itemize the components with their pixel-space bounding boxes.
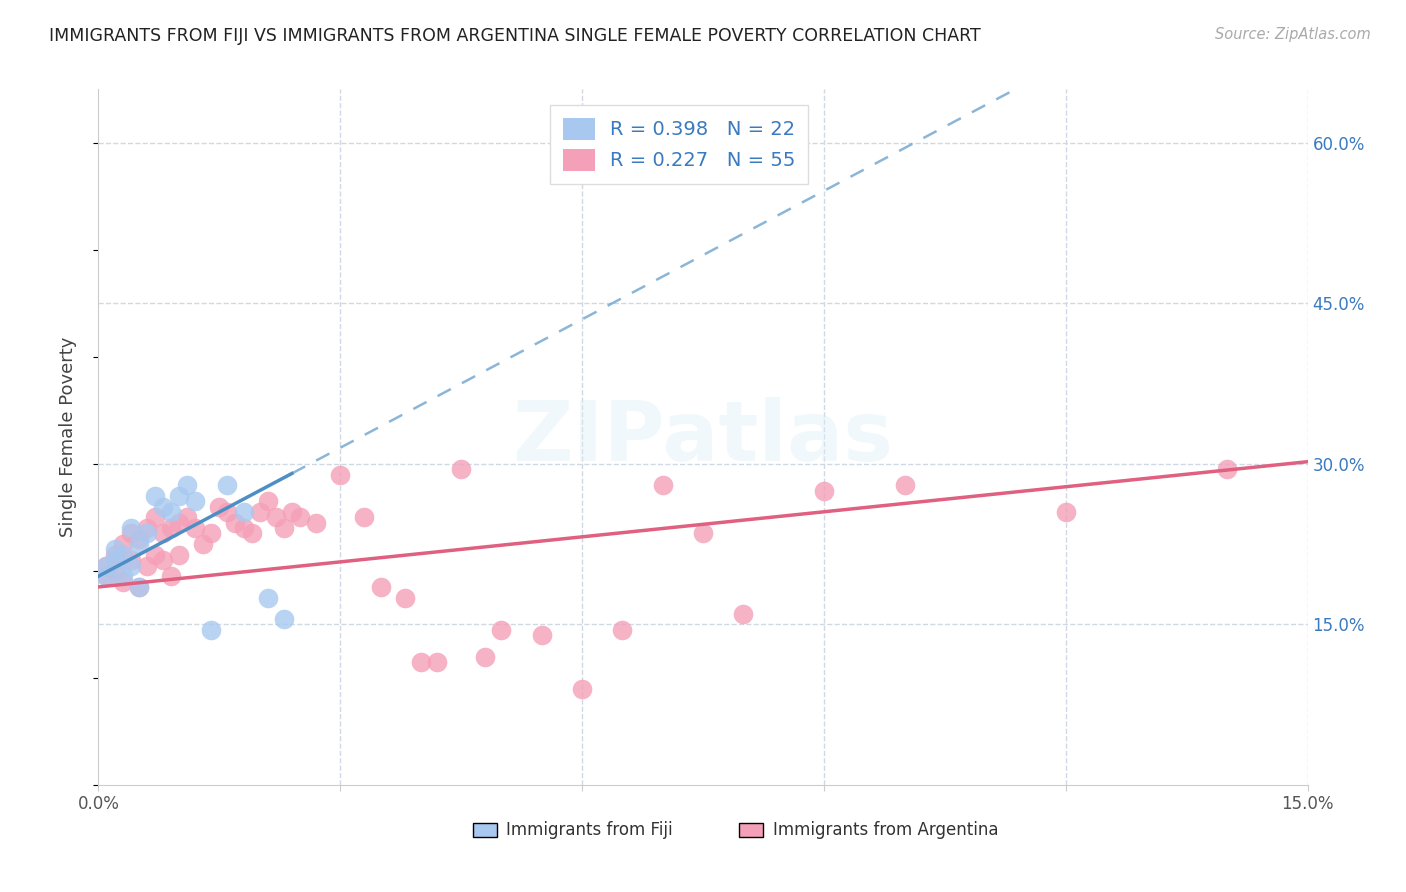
Point — [160, 569, 183, 583]
Point — [813, 483, 835, 498]
Point — [96, 558, 118, 573]
Point — [305, 516, 328, 530]
Point — [128, 580, 150, 594]
Point — [143, 489, 166, 503]
Point — [111, 569, 134, 583]
Point — [128, 580, 150, 594]
Point — [160, 505, 183, 519]
Point — [224, 516, 246, 530]
Point — [96, 569, 118, 583]
Point — [264, 510, 287, 524]
Point — [474, 649, 496, 664]
Point — [111, 537, 134, 551]
Point — [426, 655, 449, 669]
Point — [103, 564, 125, 578]
Text: Immigrants from Fiji: Immigrants from Fiji — [506, 822, 672, 839]
Point — [651, 478, 673, 492]
Point — [184, 521, 207, 535]
Point — [1054, 505, 1077, 519]
Point — [120, 558, 142, 573]
Point — [256, 591, 278, 605]
Point — [288, 510, 311, 524]
Point — [135, 526, 157, 541]
Point — [103, 542, 125, 557]
Point — [612, 623, 634, 637]
Text: ZIPatlas: ZIPatlas — [513, 397, 893, 477]
Point — [232, 505, 254, 519]
Point — [96, 558, 118, 573]
Point — [143, 548, 166, 562]
Point — [571, 681, 593, 696]
Point — [273, 612, 295, 626]
Point — [167, 516, 190, 530]
Point — [143, 510, 166, 524]
Point — [450, 462, 472, 476]
Point — [281, 505, 304, 519]
Text: Source: ZipAtlas.com: Source: ZipAtlas.com — [1215, 27, 1371, 42]
Point — [232, 521, 254, 535]
Point — [176, 510, 198, 524]
Point — [733, 607, 755, 621]
Legend: R = 0.398   N = 22, R = 0.227   N = 55: R = 0.398 N = 22, R = 0.227 N = 55 — [550, 105, 807, 184]
Point — [491, 623, 513, 637]
Point — [217, 478, 239, 492]
Point — [120, 526, 142, 541]
Point — [96, 569, 118, 583]
Point — [394, 591, 416, 605]
FancyBboxPatch shape — [474, 823, 498, 837]
Point — [256, 494, 278, 508]
Point — [200, 526, 222, 541]
Point — [152, 526, 174, 541]
Point — [111, 548, 134, 562]
Point — [329, 467, 352, 482]
Point — [240, 526, 263, 541]
Point — [692, 526, 714, 541]
Point — [184, 494, 207, 508]
Point — [152, 553, 174, 567]
Point — [167, 489, 190, 503]
FancyBboxPatch shape — [740, 823, 763, 837]
Text: IMMIGRANTS FROM FIJI VS IMMIGRANTS FROM ARGENTINA SINGLE FEMALE POVERTY CORRELAT: IMMIGRANTS FROM FIJI VS IMMIGRANTS FROM … — [49, 27, 981, 45]
Point — [111, 574, 134, 589]
Point — [200, 623, 222, 637]
Point — [353, 510, 375, 524]
Point — [103, 548, 125, 562]
Point — [135, 558, 157, 573]
Point — [152, 500, 174, 514]
Point — [217, 505, 239, 519]
Point — [120, 521, 142, 535]
Point — [128, 537, 150, 551]
Text: Immigrants from Argentina: Immigrants from Argentina — [773, 822, 998, 839]
Point — [409, 655, 432, 669]
Point — [370, 580, 392, 594]
Point — [128, 532, 150, 546]
Point — [530, 628, 553, 642]
Point — [208, 500, 231, 514]
Point — [176, 478, 198, 492]
Point — [103, 553, 125, 567]
Point — [135, 521, 157, 535]
Point — [160, 521, 183, 535]
Point — [193, 537, 215, 551]
Point — [893, 478, 915, 492]
Point — [167, 548, 190, 562]
Point — [273, 521, 295, 535]
Point — [120, 553, 142, 567]
Point — [1216, 462, 1239, 476]
Point — [249, 505, 271, 519]
Y-axis label: Single Female Poverty: Single Female Poverty — [59, 337, 77, 537]
